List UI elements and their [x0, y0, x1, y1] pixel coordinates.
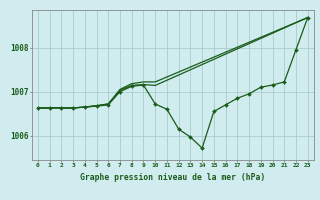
X-axis label: Graphe pression niveau de la mer (hPa): Graphe pression niveau de la mer (hPa) — [80, 173, 265, 182]
